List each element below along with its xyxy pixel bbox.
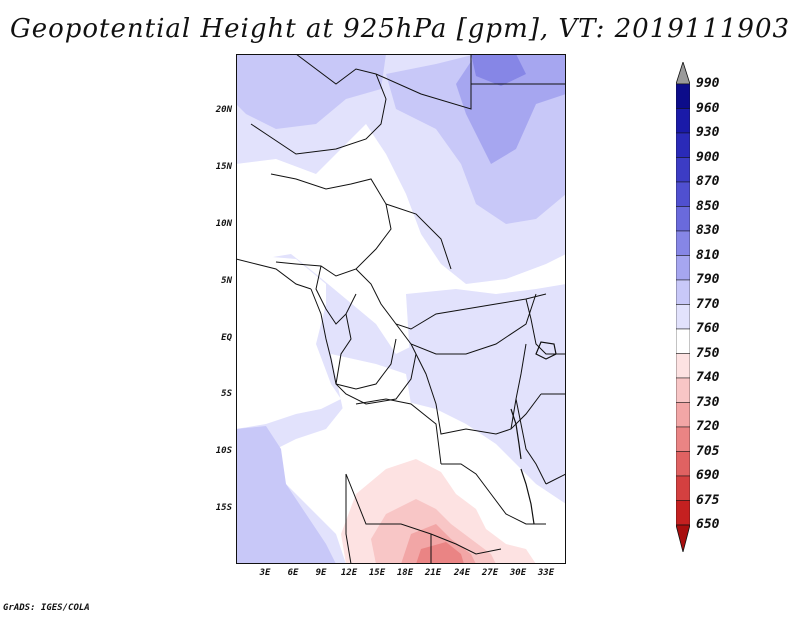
colorbar-swatch: [676, 157, 690, 183]
colorbar-label: 740: [696, 370, 720, 385]
colorbar-label: 675: [696, 493, 720, 508]
map-title: Geopotential Height at 925hPa [gpm], VT:…: [9, 14, 791, 44]
colorbar-label: 960: [696, 101, 720, 116]
colorbar-label: 830: [696, 223, 720, 238]
colorbar-label: 770: [696, 297, 720, 312]
colorbar-swatch: [676, 255, 690, 281]
colorbar-swatch: [676, 402, 690, 428]
colorbar-label: 900: [696, 150, 720, 165]
footer-credit: GrADS: IGES/COLA: [3, 603, 90, 613]
contour-fill-830: [456, 54, 566, 164]
lon-label: 6E: [287, 568, 299, 578]
contour-fill-790: [236, 54, 386, 129]
map-frame: [236, 54, 566, 564]
contour-fill-720: [416, 542, 464, 564]
colorbar-label: 810: [696, 248, 720, 263]
colorbar-label: 990: [696, 76, 720, 91]
colorbar-swatch: [676, 500, 690, 526]
colorbar-swatch: [676, 328, 690, 354]
colorbar-swatch: [676, 304, 690, 330]
lat-label: 15S: [215, 503, 232, 513]
lon-label: 21E: [424, 568, 442, 578]
lat-label: EQ: [221, 333, 232, 343]
colorbar-label: 650: [696, 517, 720, 532]
colorbar-swatch: [676, 475, 690, 501]
lat-label: 15N: [215, 162, 232, 172]
contour-fill-790: [236, 426, 336, 564]
colorbar-swatch: [676, 206, 690, 232]
lon-label: 27E: [481, 568, 499, 578]
country-borders: [236, 54, 566, 564]
colorbar-swatch: [676, 83, 690, 109]
lon-label: 18E: [396, 568, 414, 578]
colorbar-cap-bottom: [676, 524, 690, 552]
colorbar-label: 850: [696, 199, 720, 214]
colorbar-label: 930: [696, 125, 720, 140]
contour-fill-780: [406, 284, 566, 414]
lat-label: 20N: [215, 105, 232, 115]
colorbar-swatch: [676, 451, 690, 477]
colorbar-swatch: [676, 279, 690, 305]
lon-label: 12E: [340, 568, 358, 578]
lat-label: 5N: [221, 276, 232, 286]
colorbar-label: 690: [696, 468, 720, 483]
colorbar-swatch: [676, 353, 690, 379]
colorbar-swatch: [676, 377, 690, 403]
lon-label: 15E: [368, 568, 386, 578]
colorbar-label: 870: [696, 174, 720, 189]
map-panel: [236, 54, 566, 564]
colorbar: [676, 62, 690, 552]
lakes: [510, 341, 557, 525]
colorbar-swatch: [676, 230, 690, 256]
colorbar-label: 750: [696, 346, 720, 361]
colorbar-swatch: [676, 132, 690, 158]
colorbar-label: 730: [696, 395, 720, 410]
lon-label: 33E: [537, 568, 555, 578]
lon-label: 9E: [315, 568, 327, 578]
contour-map: [236, 54, 566, 564]
lon-label: 24E: [453, 568, 471, 578]
colorbar-label: 705: [696, 444, 720, 459]
lon-label: 3E: [259, 568, 271, 578]
colorbar-swatch: [676, 181, 690, 207]
colorbar-label: 790: [696, 272, 720, 287]
colorbar-cap-top: [676, 62, 690, 85]
contour-fill-850: [471, 54, 526, 86]
colorbar-swatch: [676, 108, 690, 134]
lat-label: 5S: [221, 389, 232, 399]
lon-label: 30E: [509, 568, 527, 578]
colorbar-swatch: [676, 426, 690, 452]
colorbar-label: 720: [696, 419, 720, 434]
lat-label: 10N: [215, 219, 232, 229]
colorbar-label: 760: [696, 321, 720, 336]
lat-label: 10S: [215, 446, 232, 456]
